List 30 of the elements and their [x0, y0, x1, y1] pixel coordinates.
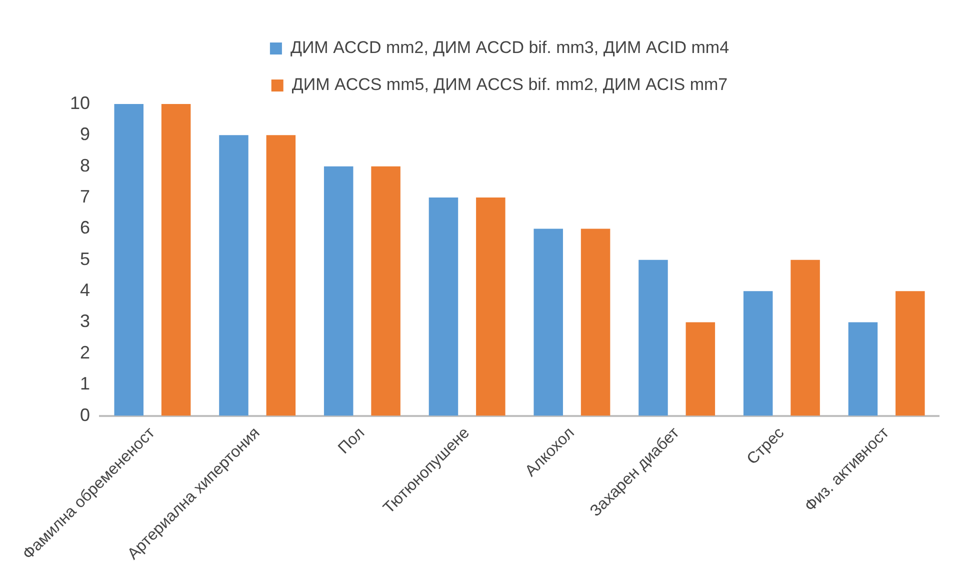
y-tick-label: 9 [80, 124, 90, 144]
y-tick-label: 0 [80, 404, 90, 425]
bar [686, 322, 716, 416]
bar [219, 135, 248, 416]
bar [266, 135, 296, 416]
bar [896, 291, 925, 416]
y-tick-label: 7 [80, 186, 90, 207]
bar [848, 322, 878, 416]
y-tick-label: 4 [80, 280, 90, 300]
bar [534, 228, 563, 416]
bar [790, 260, 820, 416]
legend-label: ДИМ ACCD mm2, ДИМ ACCD bif. mm3, ДИМ ACID mm4 [290, 38, 730, 58]
bar [476, 198, 506, 416]
bar [371, 166, 400, 416]
bar [580, 228, 610, 416]
legend-label: ДИМ ACCS mm5, ДИМ ACCS bif. mm2, ДИМ ACIS mm7 [292, 75, 728, 94]
bar [743, 291, 773, 416]
bar [638, 260, 668, 416]
bar [324, 166, 354, 416]
y-tick-label: 6 [80, 218, 90, 238]
x-tick-label: Пол [335, 424, 368, 458]
y-tick-label: 3 [80, 311, 90, 332]
y-tick-label: 1 [80, 374, 90, 394]
y-tick-label: 8 [80, 155, 90, 176]
bar [161, 104, 191, 416]
y-tick-label: 2 [80, 342, 90, 362]
y-tick-label: 10 [70, 92, 90, 113]
y-tick-label: 5 [80, 248, 90, 269]
bar [428, 198, 458, 416]
bar [114, 104, 144, 416]
